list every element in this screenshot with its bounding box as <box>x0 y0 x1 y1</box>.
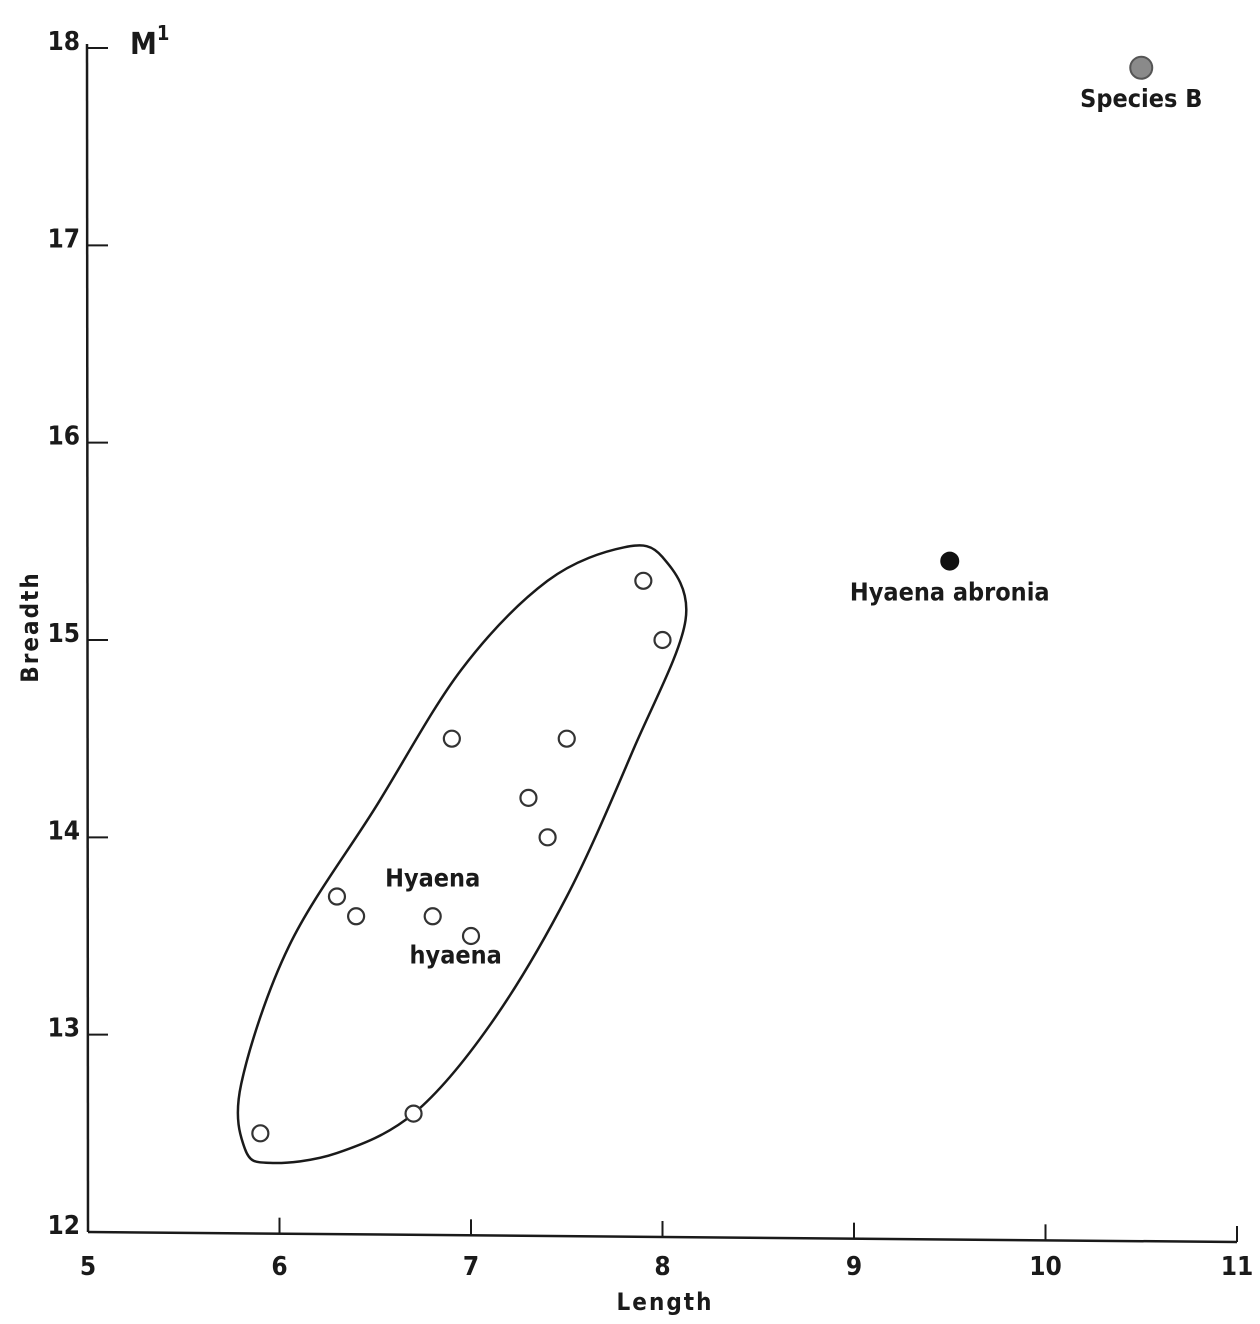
x-tick-label-4: 9 <box>846 1252 862 1282</box>
annotation-3: Species B <box>1080 84 1202 113</box>
species-b-point-0 <box>1129 55 1154 80</box>
hyaena-hyaena-point-8 <box>538 828 557 847</box>
x-tick-label-0: 5 <box>80 1252 96 1282</box>
y-tick-label-0: 12 <box>47 1211 80 1241</box>
y-tick-label-5: 17 <box>47 224 80 254</box>
y-tick-label-1: 13 <box>47 1014 80 1044</box>
hyaena-hyaena-point-5 <box>442 729 461 748</box>
chart-title: M1 <box>130 21 169 62</box>
chart-title-superscript: 1 <box>157 21 170 45</box>
hyaena-hyaena-envelope <box>236 544 688 1165</box>
hyaena-hyaena-point-10 <box>634 571 653 590</box>
hyaena-hyaena-point-4 <box>423 907 442 926</box>
x-tick-label-5: 10 <box>1029 1252 1062 1282</box>
data-points <box>251 55 1154 1143</box>
x-tick-label-2: 7 <box>463 1252 479 1282</box>
hyaena-hyaena-point-3 <box>404 1104 423 1123</box>
envelope-layer <box>236 544 688 1165</box>
labels: M1 Length Breadth Hyaena hyaena Hyaena abr… <box>16 21 1202 1316</box>
y-tick-label-2: 14 <box>47 816 80 846</box>
hyaena-hyaena-point-1 <box>327 887 347 906</box>
annotation-2: Hyaena abronia <box>850 578 1050 607</box>
y-axis-label: Breadth <box>16 571 44 682</box>
hyaena-hyaena-point-0 <box>251 1124 270 1143</box>
x-axis-label: Length <box>617 1288 714 1316</box>
annotation-1: hyaena <box>410 941 502 970</box>
x-tick-label-6: 11 <box>1221 1252 1254 1282</box>
hyaena-hyaena-point-7 <box>519 788 538 807</box>
y-tick-label-6: 18 <box>47 27 80 57</box>
y-tick-label-3: 15 <box>47 619 80 649</box>
hyaena-hyaena-point-11 <box>653 630 672 650</box>
x-tick-label-1: 6 <box>271 1252 287 1282</box>
hyaena-abronia-point-0 <box>940 551 960 571</box>
y-axis-line <box>85 43 90 1233</box>
hyaena-hyaena-point-2 <box>347 907 366 926</box>
hyaena-hyaena-point-9 <box>557 729 576 748</box>
annotation-0: Hyaena <box>385 864 480 893</box>
hyaena-hyaena-point-6 <box>461 926 481 946</box>
ticks: 5 6 7 8 9 10 11 12 13 14 15 16 17 18 <box>47 27 1253 1282</box>
y-tick-label-4: 16 <box>47 422 80 452</box>
x-tick-label-3: 8 <box>654 1252 670 1282</box>
